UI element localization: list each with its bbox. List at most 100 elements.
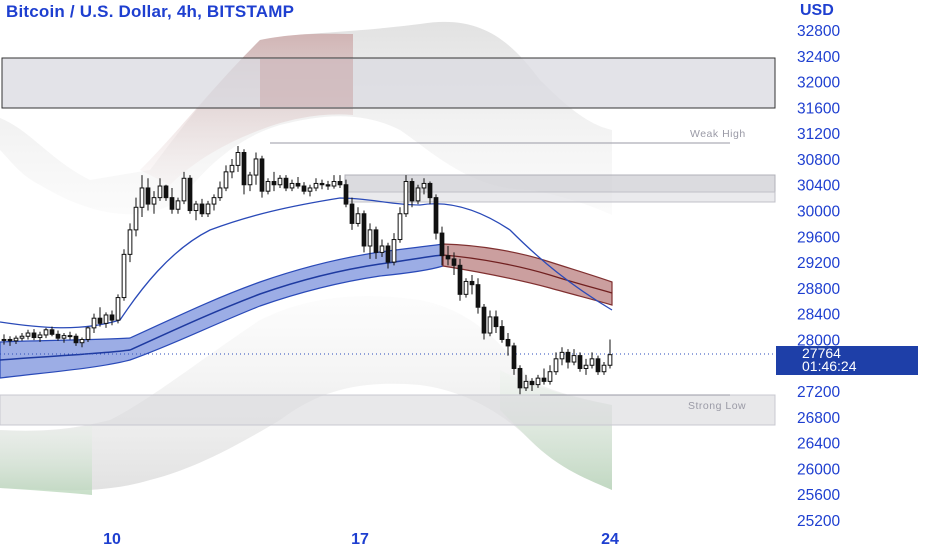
upper-red-shade (140, 33, 353, 186)
candle-bullish (13, 337, 19, 342)
candle-bullish (355, 213, 361, 224)
candle-bullish (391, 239, 397, 263)
resistance-zone-lower (344, 191, 776, 203)
y-tick-label: 32000 (797, 75, 840, 92)
current-price-badge: 27764 01:46:24 (776, 346, 918, 375)
candle-bullish (139, 187, 145, 208)
candle-bullish (421, 182, 427, 189)
y-tick-label: 31200 (797, 126, 840, 143)
candle-bearish (427, 182, 433, 199)
candle-bullish (175, 200, 181, 210)
candle-bullish (217, 187, 223, 199)
y-tick-label: 25200 (797, 513, 840, 530)
ma-band-red-center (442, 254, 613, 294)
candle-bearish (451, 258, 457, 266)
candle-bullish (193, 203, 199, 212)
y-tick-label: 27200 (797, 384, 840, 401)
candle-bearish (109, 314, 115, 321)
candle-bearish (565, 351, 571, 363)
bar-countdown: 01:46:24 (802, 358, 857, 374)
candle-bearish (361, 213, 367, 247)
candle-bearish (97, 317, 103, 324)
y-tick-label: 30000 (797, 204, 840, 221)
candle-bearish (439, 232, 445, 257)
candle-bullish (37, 334, 43, 339)
candle-bearish (31, 332, 37, 339)
candlestick-series (1, 146, 613, 395)
candle-bullish (559, 351, 565, 360)
y-tick-label: 28400 (797, 307, 840, 324)
candle-bullish (91, 317, 97, 329)
candle-bullish (85, 327, 91, 340)
candle-bullish (211, 197, 217, 205)
currency-label: USD (800, 2, 834, 19)
x-tick-label: 10 (103, 531, 121, 548)
candle-bearish (517, 367, 523, 389)
candle-bullish (133, 206, 139, 231)
candle-bullish (601, 364, 607, 373)
y-tick-label: 26800 (797, 410, 840, 427)
candle-bullish (79, 338, 85, 344)
y-tick-label: 25600 (797, 487, 840, 504)
candle-bearish (163, 185, 169, 199)
strong-low-zone (0, 394, 776, 426)
lower-green-shade (0, 425, 92, 495)
candle-bearish (511, 345, 517, 369)
candle-bullish (121, 253, 127, 299)
candle-bearish (343, 184, 349, 205)
candle-bullish (127, 229, 133, 255)
candle-bullish (313, 182, 319, 189)
candle-bearish (319, 182, 325, 186)
candle-bearish (529, 380, 535, 386)
candle-bearish (349, 203, 355, 224)
candle-bearish (67, 335, 73, 338)
candle-bullish (25, 332, 31, 337)
candle-bearish (457, 264, 463, 295)
lower-green-shade-right (500, 370, 612, 490)
candle-bullish (205, 203, 211, 215)
candle-bearish (73, 335, 79, 344)
candle-bearish (481, 306, 487, 334)
candle-bullish (589, 358, 595, 366)
candle-bearish (241, 152, 247, 186)
candle-bearish (409, 181, 415, 202)
candle-bearish (169, 197, 175, 210)
candle-bearish (7, 338, 13, 342)
candle-bearish (199, 203, 205, 215)
y-tick-label: 32800 (797, 23, 840, 40)
candle-bullish (607, 354, 613, 366)
x-tick-label: 24 (601, 531, 619, 548)
candle-bearish (259, 158, 265, 192)
candle-bullish (103, 314, 109, 324)
y-tick-label: 28000 (797, 332, 840, 349)
candle-bullish (265, 181, 271, 192)
candle-bullish (553, 358, 559, 373)
candle-bullish (487, 316, 493, 334)
candle-bullish (157, 185, 163, 199)
candle-bearish (325, 184, 331, 187)
candle-bearish (271, 181, 277, 186)
candle-bearish (499, 326, 505, 340)
candle-bullish (331, 181, 337, 187)
candle-bullish (61, 335, 67, 339)
candle-bearish (145, 187, 151, 205)
candle-bullish (463, 280, 469, 295)
candle-bullish (277, 177, 283, 186)
y-tick-label: 29600 (797, 229, 840, 246)
y-tick-label: 32400 (797, 49, 840, 66)
ma-band-red (442, 243, 613, 306)
ma-band-center (0, 254, 444, 361)
candle-bullish (181, 177, 187, 202)
candle-bearish (433, 197, 439, 234)
candle-bearish (469, 280, 475, 286)
chart-title: Bitcoin / U.S. Dollar, 4h, BITSTAMP (6, 2, 295, 21)
candle-bearish (49, 329, 55, 335)
candle-bearish (577, 355, 583, 369)
candle-bearish (505, 338, 511, 347)
current-price-value: 27764 (802, 345, 841, 361)
weak-high-label: Weak High (690, 128, 746, 140)
premium-zone-red-part (260, 59, 353, 107)
candle-bullish (583, 364, 589, 369)
candle-bullish (403, 181, 409, 215)
